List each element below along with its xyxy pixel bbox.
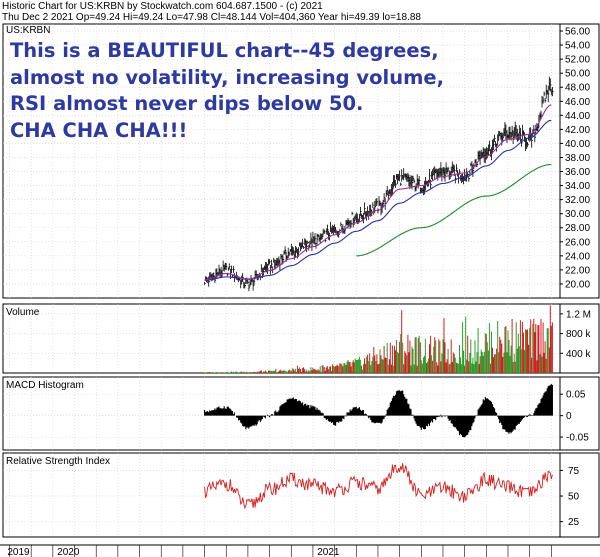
- volume-panel-title: Volume: [6, 307, 40, 318]
- grid-lines: [3, 24, 560, 537]
- macd-panel-title: MACD Histogram: [6, 380, 84, 391]
- price-y-tick-label: 34.00: [565, 181, 590, 192]
- price-y-tick-label: 44.00: [565, 111, 590, 122]
- volume-bars-up: [207, 316, 549, 373]
- price-y-tick-label: 20.00: [565, 279, 590, 290]
- annotation-line-4: CHA CHA CHA!!!: [10, 118, 188, 142]
- price-bars: [204, 76, 554, 292]
- annotation-line-3: RSI almost never dips below 50.: [10, 92, 364, 115]
- macd-y-tick-label: 0.05: [566, 390, 586, 401]
- volume-y-tick-label: 400 k: [566, 349, 591, 360]
- chart-annotation: This is a BEAUTIFUL chart--45 degrees, a…: [10, 38, 445, 144]
- price-y-tick-label: 38.00: [565, 153, 590, 164]
- panel-frame-macd: [2, 376, 600, 451]
- x-tick-label: 2019: [7, 547, 30, 557]
- price-y-tick-label: 40.00: [565, 139, 590, 150]
- rsi-panel: [204, 463, 553, 510]
- volume-y-tick-label: 800 k: [566, 329, 591, 340]
- rsi-line: [204, 463, 553, 510]
- price-y-tick-label: 48.00: [565, 83, 590, 94]
- macd-histogram-bars: [204, 384, 553, 438]
- panel-frame-rsi: [2, 452, 600, 538]
- rsi-y-tick-label: 25: [568, 517, 580, 528]
- x-tick-label: 2021: [317, 547, 340, 557]
- axis-labels: 2019 2020 2021 20.00 22.00 24.00 26.00 28.00 30.…: [7, 27, 591, 557]
- price-y-tick-label: 50.00: [565, 69, 590, 80]
- macd-y-tick-label: 0: [566, 411, 572, 422]
- annotation-line-2: almost no volatility, increasing volume,: [10, 65, 445, 89]
- moving-average-long: [356, 163, 552, 257]
- price-y-tick-label: 42.00: [565, 125, 590, 136]
- price-y-tick-label: 52.00: [565, 55, 590, 66]
- moving-average-medium: [204, 119, 552, 281]
- rsi-y-tick-label: 75: [568, 466, 580, 477]
- price-y-tick-label: 30.00: [565, 209, 590, 220]
- price-y-tick-label: 28.00: [565, 223, 590, 234]
- annotation-line-1: This is a BEAUTIFUL chart--45 degrees,: [10, 39, 439, 62]
- price-y-tick-label: 24.00: [565, 251, 590, 262]
- price-y-tick-label: 46.00: [565, 97, 590, 108]
- price-panel-title: US:KRBN: [6, 25, 50, 36]
- price-panel: [204, 76, 554, 292]
- macd-y-tick-label: -0.05: [566, 433, 589, 444]
- panel-frame-price: [2, 23, 600, 299]
- price-y-tick-label: 32.00: [565, 195, 590, 206]
- chart-header-quote: Thu Dec 2 2021 Op=49.24 Hi=49.24 Lo=47.9…: [2, 12, 421, 23]
- price-y-tick-label: 54.00: [565, 41, 590, 52]
- price-y-tick-label: 22.00: [565, 265, 590, 276]
- volume-bars-down: [204, 305, 553, 373]
- rsi-panel-title: Relative Strength Index: [6, 456, 110, 467]
- price-y-tick-label: 56.00: [565, 27, 590, 38]
- chart-header-title: Historic Chart for US:KRBN by Stockwatch…: [2, 1, 323, 12]
- macd-panel: [204, 384, 553, 438]
- volume-y-tick-label: 1.2 M: [566, 309, 591, 320]
- panel-frames: [0, 23, 600, 546]
- price-y-tick-label: 36.00: [565, 167, 590, 178]
- rsi-y-tick-label: 50: [568, 492, 580, 503]
- price-y-tick-label: 26.00: [565, 237, 590, 248]
- x-tick-label: 2020: [57, 547, 80, 557]
- volume-panel: [204, 305, 553, 373]
- moving-average-short: [204, 104, 552, 281]
